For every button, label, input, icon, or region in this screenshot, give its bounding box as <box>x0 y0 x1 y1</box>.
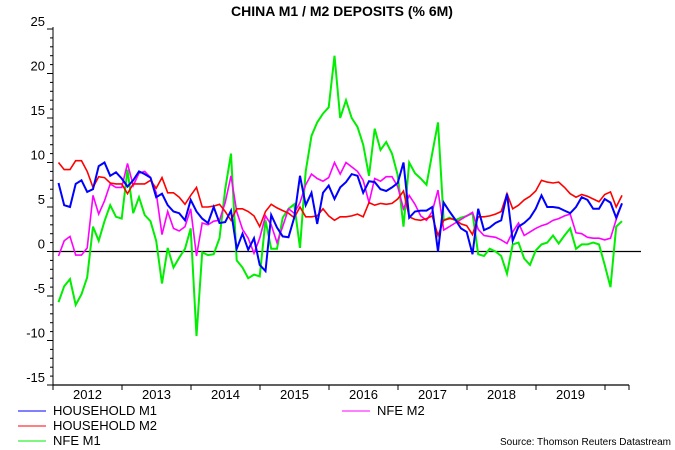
legend-label-household-m2: HOUSEHOLD M2 <box>53 418 157 433</box>
chart-title: CHINA M1 / M2 DEPOSITS (% 6M) <box>231 3 453 19</box>
legend-label-nfe-m1: NFE M1 <box>53 433 101 448</box>
series-line-nfe-m1 <box>57 55 623 337</box>
y-tick-label: 10 <box>31 148 45 163</box>
x-tick-label: 2013 <box>142 387 171 402</box>
series-lines <box>57 55 623 337</box>
x-tick-label: 2016 <box>349 387 378 402</box>
y-tick-label: 20 <box>31 59 45 74</box>
y-tick-label: -10 <box>26 326 45 341</box>
x-tick-label: 2019 <box>556 387 585 402</box>
legend-label-nfe-m2: NFE M2 <box>377 403 425 418</box>
y-tick-label: 0 <box>38 237 45 252</box>
x-tick-label: 2018 <box>487 387 516 402</box>
x-tick-label: 2017 <box>418 387 447 402</box>
x-tick-label: 2012 <box>73 387 102 402</box>
y-tick-label: 15 <box>31 103 45 118</box>
y-tick-label: -5 <box>33 281 45 296</box>
y-tick-label: 5 <box>38 192 45 207</box>
y-axis: 25 20 15 10 5 0 -5 -10 -15 <box>26 14 641 386</box>
x-axis: 2012 2013 2014 2015 2016 2017 2018 2019 <box>52 384 630 402</box>
y-tick-label: -15 <box>26 370 45 385</box>
x-tick-label: 2014 <box>211 387 240 402</box>
source-note: Source: Thomson Reuters Datastream <box>500 437 671 448</box>
y-tick-label: 25 <box>31 14 45 29</box>
x-tick-label: 2015 <box>280 387 309 402</box>
legend-label-household-m1: HOUSEHOLD M1 <box>53 403 157 418</box>
